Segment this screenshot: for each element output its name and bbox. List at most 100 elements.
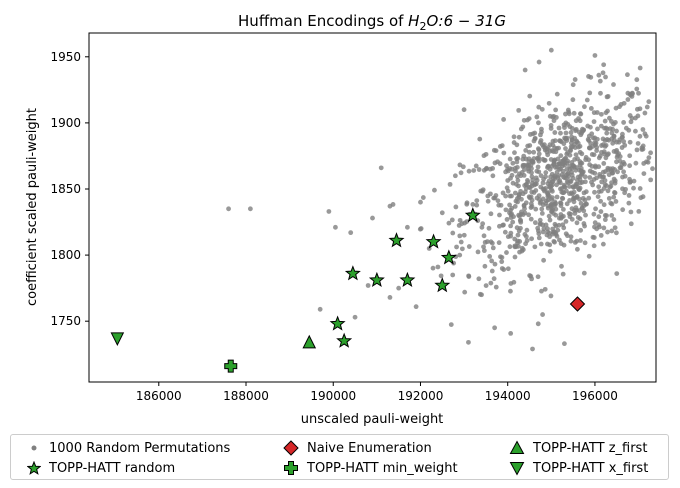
random-permutation-point (548, 293, 554, 299)
random-permutation-point (457, 233, 463, 239)
random-permutation-point (493, 284, 499, 290)
random-permutation-point (538, 241, 544, 247)
random-permutation-point (550, 179, 556, 184)
random-permutation-point (420, 195, 426, 200)
random-permutation-point (582, 240, 588, 246)
random-permutation-point (448, 322, 454, 327)
random-permutation-point (602, 217, 608, 223)
random-permutation-point (539, 288, 544, 294)
random-permutation-point (513, 168, 518, 174)
random-permutation-point (559, 263, 564, 269)
random-permutation-point (645, 159, 651, 165)
random-permutation-point (567, 198, 572, 203)
random-permutation-point (530, 346, 535, 352)
random-permutation-point (573, 205, 579, 211)
legend-item-naive-enumeration: Naive Enumeration (283, 438, 432, 458)
random-permutation-point (579, 179, 585, 185)
y-tick-label: 1800 (50, 248, 81, 262)
y-tick-label: 1850 (50, 182, 81, 196)
random-permutation-point (614, 271, 620, 276)
random-permutation-point (547, 248, 553, 254)
random-permutation-point (635, 113, 641, 119)
random-permutation-point (520, 212, 526, 218)
random-permutation-point (527, 185, 533, 191)
random-permutation-point (633, 160, 639, 166)
x-tick-label: 190000 (310, 389, 356, 403)
random-permutation-point (536, 158, 542, 164)
plus-marker-point (224, 359, 238, 373)
random-permutation-point (378, 165, 384, 171)
random-permutation-point (563, 231, 569, 237)
random-permutation-point (627, 153, 633, 159)
plot-frame (88, 32, 657, 383)
star-marker-point (368, 271, 385, 287)
random-permutation-point (614, 128, 619, 134)
random-permutation-point (553, 212, 559, 218)
random-permutation-point (539, 126, 544, 132)
random-permutation-point (317, 306, 323, 312)
random-permutation-point (621, 139, 627, 144)
random-permutation-point (492, 160, 498, 166)
random-permutation-point (650, 166, 655, 172)
random-permutation-point (457, 252, 463, 258)
random-permutation-point (466, 273, 472, 279)
random-permutation-point (598, 90, 603, 96)
random-permutation-point (512, 254, 518, 260)
random-permutation-point (526, 149, 532, 155)
random-permutation-point (550, 142, 556, 148)
random-permutation-point (569, 134, 574, 140)
random-permutation-point (413, 304, 419, 310)
random-permutation-point (536, 151, 542, 157)
random-permutation-point (551, 201, 557, 207)
random-permutation-point (637, 133, 643, 139)
star-marker-point (329, 315, 346, 331)
random-permutation-point (577, 149, 583, 155)
random-permutation-point (568, 148, 573, 154)
random-permutation-point (625, 72, 630, 78)
random-permutation-point (510, 219, 516, 225)
random-permutation-point (550, 138, 556, 144)
random-permutation-point (480, 187, 486, 193)
random-permutation-point (611, 194, 617, 200)
random-permutation-point (573, 126, 579, 132)
random-permutation-point (352, 314, 358, 320)
random-permutation-point (644, 104, 650, 110)
random-permutation-point (642, 110, 648, 116)
random-permutation-point (581, 221, 587, 226)
random-permutation-point (597, 173, 603, 179)
random-permutation-point (588, 106, 594, 111)
random-permutation-point (559, 214, 565, 220)
random-permutation-point (480, 221, 486, 227)
random-permutation-point (620, 207, 626, 213)
random-permutation-point (438, 273, 444, 279)
x-axis-label: unscaled pauli-weight (301, 412, 444, 427)
triangle-down-marker-point (110, 332, 125, 346)
random-permutation-point (548, 126, 554, 131)
random-permutation-point (493, 193, 499, 198)
random-permutation-point (511, 279, 517, 285)
random-permutation-point (553, 107, 559, 113)
random-permutation-point (457, 217, 463, 223)
x-tick-label: 194000 (485, 389, 531, 403)
random-permutation-point (532, 220, 538, 226)
random-permutation-point (625, 90, 631, 96)
random-permutation-point (539, 211, 545, 216)
random-permutation-point (562, 341, 567, 347)
random-permutation-point (527, 93, 533, 99)
random-permutation-point (504, 163, 509, 169)
random-permutation-point (579, 160, 585, 166)
random-permutation-point (563, 219, 569, 224)
random-permutation-point (560, 207, 566, 212)
random-permutation-point (609, 118, 614, 124)
random-permutation-point (638, 195, 644, 201)
random-permutation-point (571, 110, 577, 116)
random-permutation-point (474, 202, 480, 208)
random-permutation-point (602, 138, 608, 143)
random-permutation-point (537, 217, 543, 223)
random-permutation-point (535, 164, 541, 170)
random-permutation-point (621, 160, 626, 165)
random-permutation-point (578, 238, 583, 243)
random-permutation-point (488, 239, 494, 245)
random-permutation-point (326, 209, 332, 214)
random-permutation-point (551, 149, 556, 154)
